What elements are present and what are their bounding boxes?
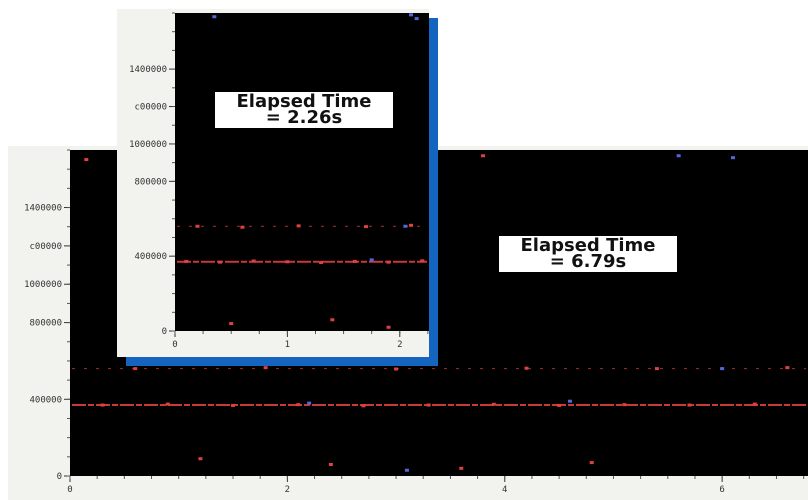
inset-ytick-label-3: c00000 xyxy=(134,103,167,113)
main-series-0-point-8 xyxy=(622,403,627,407)
inset-series-0-point-15 xyxy=(386,325,391,329)
main-series-0-point-19 xyxy=(459,466,464,470)
inset-series-0-point-1 xyxy=(217,260,222,264)
main-xtick-label-1: 2 xyxy=(285,485,290,495)
main-series-0-point-11 xyxy=(133,367,138,371)
inset-series-0-point-12 xyxy=(409,223,414,227)
inset-series-1-point-2 xyxy=(414,17,419,21)
inset-ytick-label-5: 1400000 xyxy=(129,65,167,75)
chart-inset-svg: 0 400000 800000 c00000 1000000 1400000 0 1 2 xyxy=(117,9,429,357)
inset-ytick-label-0: 0 xyxy=(162,327,167,337)
main-series-1-point-0 xyxy=(676,154,681,158)
main-ytick-label-5: 1400000 xyxy=(24,204,62,214)
inset-series-0-point-2 xyxy=(251,259,256,263)
inset-series-0-point-11 xyxy=(364,225,369,229)
main-series-1-point-4 xyxy=(720,367,725,371)
main-series-0-point-3 xyxy=(296,403,301,407)
inset-series-0-point-4 xyxy=(319,261,324,265)
inset-xtick-label-1: 1 xyxy=(285,340,290,350)
inset-series-1-point-1 xyxy=(409,13,414,17)
inset-series-1-point-4 xyxy=(403,224,408,228)
main-xtick-label-2: 4 xyxy=(502,485,507,495)
main-ytick-label-0: 0 xyxy=(57,472,62,482)
main-xtick-label-3: 6 xyxy=(719,485,724,495)
main-series-1-point-5 xyxy=(404,468,409,472)
main-ytick-label-3: c00000 xyxy=(29,242,62,252)
elapsed-time-line2-inset: = 2.26s xyxy=(265,107,343,128)
elapsed-time-line1-main: Elapsed Time xyxy=(520,235,656,256)
inset-series-0-point-14 xyxy=(330,318,335,322)
elapsed-time-label-inset: Elapsed Time = 2.26s xyxy=(215,92,393,128)
inset-series-0-point-10 xyxy=(296,224,301,228)
inset-series-0-point-9 xyxy=(240,225,245,229)
main-series-0-point-4 xyxy=(361,404,366,408)
inset-xtick-label-2: 2 xyxy=(397,340,402,350)
main-series-0-point-14 xyxy=(524,366,529,370)
main-series-0-point-1 xyxy=(165,402,170,406)
main-series-1-point-2 xyxy=(307,401,312,405)
inset-series-0-point-7 xyxy=(420,259,425,263)
inset-series-0-point-6 xyxy=(386,260,391,264)
main-series-0-point-6 xyxy=(491,402,496,406)
main-series-0-point-2 xyxy=(231,403,236,407)
inset-xtick-label-0: 0 xyxy=(172,340,177,350)
inset-series-0-point-0 xyxy=(184,259,189,263)
main-series-0-point-7 xyxy=(557,403,562,407)
inset-series-0-point-5 xyxy=(352,259,357,263)
main-series-0-point-10 xyxy=(752,402,757,406)
elapsed-time-line1-inset: Elapsed Time xyxy=(236,91,372,112)
main-xtick-label-0: 0 xyxy=(67,485,72,495)
main-series-1-point-1 xyxy=(731,156,736,160)
inset-series-1-point-0 xyxy=(212,15,217,19)
main-series-0-point-5 xyxy=(426,403,431,407)
inset-series-0-point-8 xyxy=(195,224,200,228)
main-ytick-label-4: 1000000 xyxy=(24,280,62,290)
main-series-0-point-20 xyxy=(589,461,594,465)
main-series-0-point-9 xyxy=(687,403,692,407)
inset-plot-area xyxy=(175,13,429,331)
inset-ytick-label-1: 400000 xyxy=(134,252,167,262)
main-series-0-point-18 xyxy=(328,462,333,466)
elapsed-time-label-main: Elapsed Time = 6.79s xyxy=(499,236,677,272)
main-series-1-point-3 xyxy=(567,399,572,403)
main-series-0-point-21 xyxy=(84,158,89,162)
inset-ytick-label-4: 1000000 xyxy=(129,140,167,150)
inset-series-1-point-3 xyxy=(369,258,374,262)
inset-series-0-point-3 xyxy=(285,260,290,264)
main-ytick-label-1: 400000 xyxy=(29,395,62,405)
main-ytick-label-2: 800000 xyxy=(29,319,62,329)
main-series-0-point-17 xyxy=(198,457,203,461)
inset-series-0-point-13 xyxy=(229,322,234,326)
main-series-0-point-13 xyxy=(394,367,399,371)
main-series-0-point-15 xyxy=(654,367,659,371)
main-series-0-point-0 xyxy=(100,403,105,407)
main-series-0-point-12 xyxy=(263,366,268,370)
main-series-0-point-22 xyxy=(481,154,486,158)
elapsed-time-line2-main: = 6.79s xyxy=(549,251,627,272)
chart-inset: 0 400000 800000 c00000 1000000 1400000 0 1 2 Ela… xyxy=(117,9,429,357)
inset-ytick-label-2: 800000 xyxy=(134,177,167,187)
main-series-0-point-16 xyxy=(785,366,790,370)
